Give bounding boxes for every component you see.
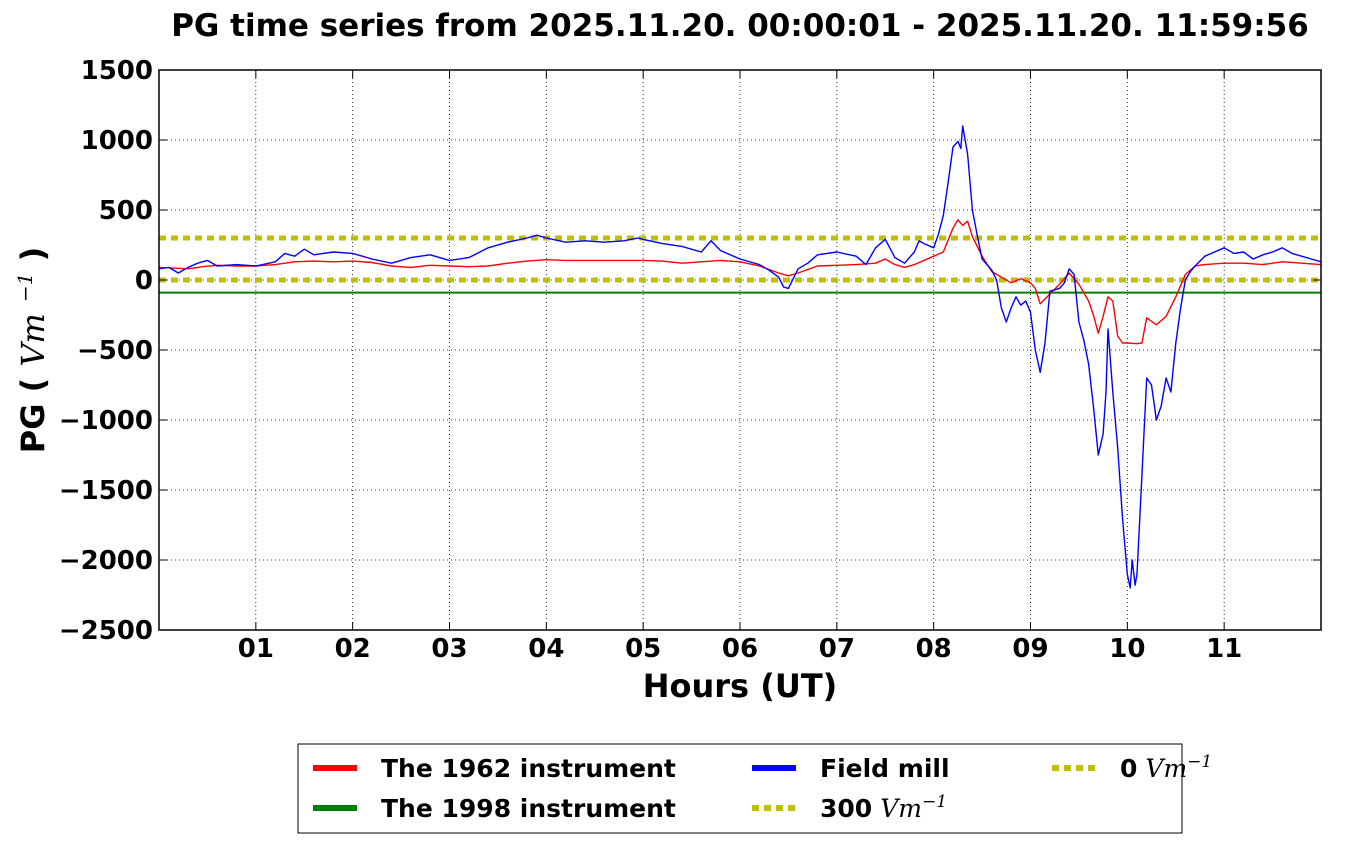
x-tick-label: 03 <box>431 634 467 664</box>
x-axis-ticks: 01 02 03 04 05 06 07 08 09 10 11 <box>238 70 1242 664</box>
legend-label: 0 Vm−1 <box>1120 752 1212 783</box>
x-tick-label: 09 <box>1012 634 1048 664</box>
y-tick-label: −2000 <box>59 546 153 576</box>
plot-series <box>158 125 1322 589</box>
x-axis-label: Hours (UT) <box>643 667 838 705</box>
legend-label-main: 300 <box>820 794 872 823</box>
y-axis-ticks: 1500 1000 500 0 −500 −1000 −1500 −2000 −2500 <box>59 56 1321 646</box>
y-tick-label: 1500 <box>81 56 153 86</box>
legend-label: 300 Vm−1 <box>820 792 947 823</box>
y-axis-label-close-paren: ) <box>14 247 52 262</box>
x-tick-label: 10 <box>1109 634 1145 664</box>
y-tick-label: −1500 <box>59 476 153 506</box>
x-tick-label: 06 <box>722 634 758 664</box>
y-axis-label: PG ( Vm −1 ) <box>2 247 52 453</box>
y-axis-label-open-paren: ( <box>14 378 52 393</box>
y-tick-label: 0 <box>135 266 153 296</box>
legend-label: The 1998 instrument <box>381 794 676 823</box>
series-line-2 <box>158 125 1322 589</box>
legend-label-main: Field mill <box>820 754 950 783</box>
y-tick-label: −1000 <box>59 406 153 436</box>
y-axis-label-unit-exponent: −1 <box>13 273 37 302</box>
x-tick-label: 11 <box>1206 634 1242 664</box>
x-tick-label: 04 <box>528 634 564 664</box>
y-tick-label: −2500 <box>59 616 153 646</box>
legend-label-unit: Vm <box>1145 754 1187 783</box>
x-tick-label: 01 <box>238 634 274 664</box>
legend-label-exponent: −1 <box>1187 752 1212 772</box>
legend-label: The 1962 instrument <box>381 754 676 783</box>
legend-box <box>297 743 1183 834</box>
legend-label-main: The 1962 instrument <box>381 754 676 783</box>
y-tick-label: −500 <box>77 336 153 366</box>
y-tick-label: 1000 <box>81 126 153 156</box>
legend-label-unit: Vm <box>880 794 922 823</box>
x-tick-label: 07 <box>819 634 855 664</box>
x-tick-label: 08 <box>916 634 952 664</box>
chart-title: PG time series from 2025.11.20. 00:00:01… <box>171 8 1309 44</box>
grid-lines <box>159 70 1321 630</box>
x-tick-label: 05 <box>625 634 661 664</box>
series-line-0 <box>158 219 1322 345</box>
legend-label-exponent: −1 <box>922 792 947 812</box>
x-tick-label: 02 <box>335 634 371 664</box>
legend-label-main: 0 <box>1120 754 1137 783</box>
y-tick-label: 500 <box>99 196 153 226</box>
legend-label-main: The 1998 instrument <box>381 794 676 823</box>
y-axis-label-main: PG <box>14 404 52 454</box>
legend-label: Field mill <box>820 754 950 783</box>
y-axis-label-unit: Vm <box>14 313 52 366</box>
